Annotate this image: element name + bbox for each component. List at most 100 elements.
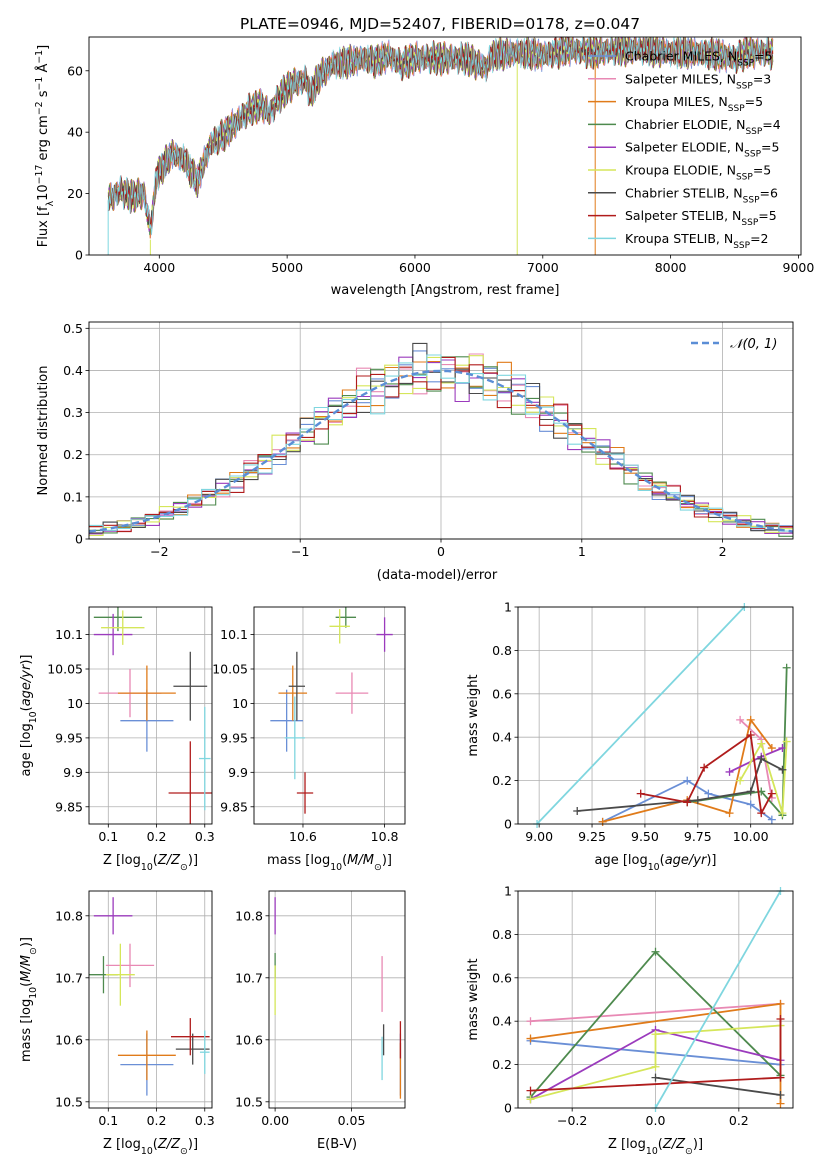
legend-nssp: =5 [761,140,779,155]
weight_vs_Z-xlabel: Z [log10(Z/Z⊙)] [608,1137,703,1157]
y-tick-label: 10.8 [55,908,83,923]
legend-sub: SSP [736,81,753,91]
legend-entry: Salpeter MILES, NSSP=3 [625,71,771,91]
legend-sub: SSP [745,127,762,137]
spectrum-line [107,37,774,228]
y-tick-label: 0 [504,817,512,832]
weight-marker [526,1017,535,1026]
error-cross [198,706,211,811]
legend-label: Salpeter ELODIE, N [625,140,744,155]
weight_vs_age-xlabel: age [log10(age/yr)] [594,853,716,873]
mass-vs-extinction-panel: 0.00 0.05 10.5 10.6 10.7 10.8 E(B-V) [235,890,406,1152]
legend-entry: Kroupa STELIB, NSSP=2 [625,231,769,251]
y-tick-label: 10.7 [235,970,263,985]
y-tick-label: 1 [504,600,512,615]
weight-marker [778,809,787,818]
age_vs_Z-ticks: 0.1 0.2 0.3 9.85 9.9 9.95 10 10.05 10.1 [47,627,215,844]
weight-marker [636,789,645,798]
x-tick-label: 4000 [143,260,175,275]
x-tick-label: 0.2 [729,1113,749,1128]
legend-nssp: =5 [754,49,772,64]
weight-line [655,1076,781,1096]
x-tick-label: 0.00 [261,1113,289,1128]
axes-frame [88,890,213,1109]
error-cross [376,617,393,652]
legend-entry: Kroupa MILES, NSSP=5 [625,94,763,114]
spectrum-panel: 4000 5000 6000 7000 8000 9000 0 20 40 60 wavelengt… [34,36,814,298]
axes-frame [268,890,406,1109]
x-tick-label: 2 [719,544,727,559]
residuals-ylabel: Normed distribution [36,366,51,496]
legend-nssp: =6 [760,185,778,200]
weight-marker [651,1073,660,1082]
legend-label: Kroupa MILES, N [625,94,728,109]
legend-nssp: =4 [762,117,780,132]
residuals-xlabel: (data-model)/error [377,568,498,583]
weight-marker [746,800,755,809]
weight-marker [598,817,607,826]
error-cross [329,609,350,644]
y-tick-label: 40 [67,125,83,140]
residuals-ticks: −2 −1 0 1 2 0 0.1 0.2 0.3 0.4 0.5 [63,321,726,559]
y-tick-label: 10.1 [55,627,83,642]
error-cross [117,1030,176,1081]
y-tick-label: 10.05 [47,662,83,677]
legend-label: Salpeter STELIB, N [625,208,741,223]
legend-nssp: =5 [745,94,763,109]
x-tick-label: 0.2 [147,1113,167,1128]
axes-frame [517,890,794,1109]
spectrum-xlabel: wavelength [Angstrom, rest frame] [331,283,560,298]
x-tick-label: 5000 [271,260,303,275]
mass-vs-metallicity-panel: 0.1 0.2 0.3 10.5 10.6 10.7 10.8 Z [log10(Z/Z⊙)]… [19,890,215,1157]
y-tick-label: 9.85 [220,799,248,814]
error-cross [175,1033,210,1065]
weight-marker [683,798,692,807]
y-tick-label: 10.6 [235,1032,263,1047]
error-cross [173,651,208,721]
y-tick-label: 10.7 [55,970,83,985]
y-tick-label: 0.1 [63,489,83,504]
age-vs-metallicity-panel: 0.1 0.2 0.3 9.85 9.9 9.95 10 10.05 10.1 Z [log10(… [19,606,215,873]
weight-marker [767,744,776,753]
legend-nssp: =5 [753,163,771,178]
x-tick-label: 0.1 [98,829,118,844]
weight-marker [782,737,791,746]
residual-histogram-panel: −2 −1 0 1 2 0 0.1 0.2 0.3 0.4 0.5 𝒩(0, 1) (data-mode… [36,321,794,583]
weight-marker [767,789,776,798]
x-tick-label: 0.3 [195,829,215,844]
legend-label: Chabrier ELODIE, N [625,117,745,132]
legend-nssp: =5 [758,208,776,223]
y-tick-label: 0.5 [63,321,83,336]
y-tick-label: 0.6 [492,970,512,985]
weight-marker [757,739,766,748]
x-tick-label: 0.3 [195,1113,215,1128]
error-cross [93,607,143,632]
age_vs_Z-grid [89,607,212,824]
legend-label: Kroupa STELIB, N [625,231,733,246]
weight-marker [736,715,745,724]
y-tick-label: 20 [67,186,83,201]
legend-nssp: =2 [750,231,768,246]
weight-line [536,607,745,824]
error-cross [117,665,176,721]
y-tick-label: 10.8 [235,908,263,923]
y-tick-label: 0 [75,248,83,263]
y-tick-label: 9.9 [63,765,83,780]
legend-nssp: =3 [753,71,771,86]
age_vs_mass-grid [254,607,405,824]
weight-marker [736,776,745,785]
weight-marker [725,767,734,776]
x-tick-label: 0.0 [646,1113,666,1128]
weight-marker [778,744,787,753]
age_vs_mass-xlabel: mass [log10(M/M⊙)] [267,853,392,873]
legend-entry: Chabrier STELIB, NSSP=6 [625,185,778,205]
legend-entry: Salpeter ELODIE, NSSP=5 [625,140,779,160]
y-tick-label: 0.4 [492,730,512,745]
age-vs-mass-panel: 10.6 10.8 9.85 9.9 9.95 10 10.05 10.1 mass [log1… [212,606,406,873]
x-tick-label: −1 [291,544,309,559]
y-tick-label: 1 [504,884,512,899]
error-cross [270,689,303,752]
legend-sub: SSP [743,195,760,205]
error-cross [335,607,357,628]
